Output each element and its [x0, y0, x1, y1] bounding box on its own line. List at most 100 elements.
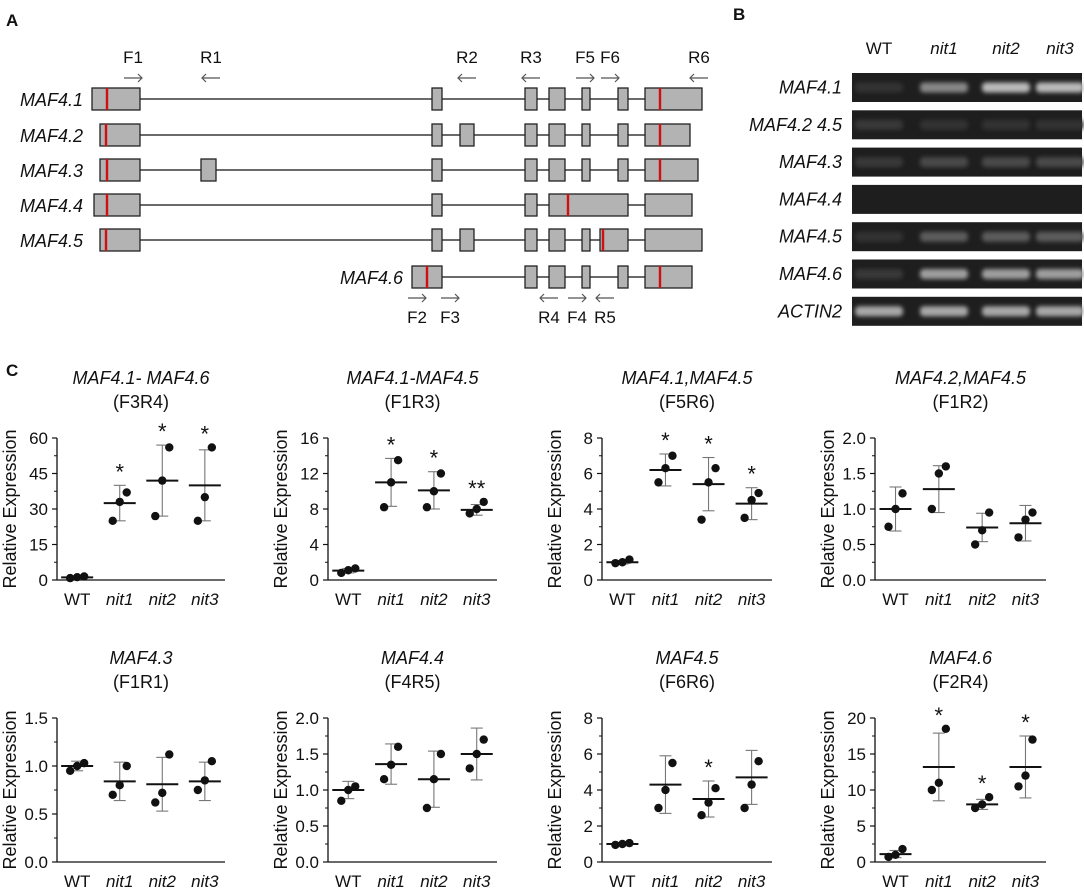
- transcript-maf4-6: MAF4.6: [340, 265, 693, 289]
- y-axis-label: Relative Expression: [545, 429, 565, 588]
- chart-subtitle: (F1R3): [384, 392, 440, 412]
- gel-gene-label: MAF4.4: [779, 189, 842, 209]
- gel-band: [1036, 231, 1084, 242]
- primer-label: F6: [600, 48, 620, 67]
- data-point: [422, 803, 432, 813]
- primer-f1: F1: [123, 48, 143, 83]
- gel-row: ACTIN2: [777, 296, 1084, 326]
- exon: [644, 123, 691, 147]
- gel-strip: [852, 184, 1082, 214]
- significance-mark: **: [468, 476, 486, 501]
- primer-r4: R4: [538, 293, 560, 327]
- transcript-maf4-4: MAF4.4: [20, 193, 693, 217]
- data-point: [344, 785, 353, 795]
- x-tick-label: nit1: [106, 872, 133, 891]
- exon: [99, 123, 141, 147]
- gel-gene-label: MAF4.2 4.5: [749, 115, 843, 135]
- gene-structure-diagram: MAF4.1 MAF4.2 MAF4.3 MAF4.4 MAF4.5 MAF4.6 F1 R1…: [20, 48, 710, 327]
- exon: [644, 158, 699, 182]
- data-point: [479, 735, 488, 744]
- data-point: [668, 451, 677, 460]
- gel-band: [920, 231, 968, 242]
- data-point: [1021, 771, 1030, 780]
- y-tick-label: 6: [584, 465, 593, 484]
- primer-arrow: [521, 73, 540, 83]
- x-tick-label: nit3: [463, 590, 491, 609]
- gel-band: [982, 157, 1030, 168]
- y-tick-label: 1.5: [842, 465, 866, 484]
- x-tick-label: WT: [882, 872, 908, 891]
- data-point: [465, 509, 474, 518]
- exon: [617, 87, 629, 111]
- gel-band: [855, 157, 903, 168]
- significance-mark: *: [704, 755, 713, 780]
- x-tick-label: nit3: [738, 872, 766, 891]
- chart-subtitle: (F1R1): [113, 672, 169, 692]
- data-point: [661, 463, 670, 473]
- data-point: [1028, 508, 1037, 517]
- gel-band: [920, 82, 968, 93]
- data-point: [393, 742, 403, 751]
- y-axis-label: Relative Expression: [818, 710, 838, 869]
- exon: [524, 265, 538, 289]
- y-tick-label: 30: [29, 500, 48, 519]
- data-point: [654, 803, 663, 813]
- y-axis-label: Relative Expression: [818, 429, 838, 588]
- data-point: [165, 443, 174, 452]
- significance-mark: *: [387, 432, 396, 457]
- exon: [644, 228, 703, 252]
- x-tick-label: WT: [882, 590, 908, 609]
- gel-band: [1036, 82, 1084, 93]
- y-tick-label: 2: [584, 536, 593, 555]
- primer-f4: F4: [567, 293, 587, 327]
- y-tick-label: 8: [584, 429, 593, 448]
- primer-label: R4: [538, 308, 560, 327]
- chart-title: MAF4.3: [109, 648, 172, 668]
- primer-arrow: [441, 293, 460, 303]
- data-point: [200, 492, 210, 502]
- data-point: [984, 508, 994, 517]
- exon: [548, 193, 629, 217]
- primer-label: R5: [594, 308, 616, 327]
- significance-mark: *: [661, 428, 670, 453]
- data-point: [891, 850, 900, 859]
- data-point: [108, 516, 117, 526]
- chart-8: MAF4.6 (F2R4) 0 5 10 15 20 Relative Expression W…: [818, 648, 1046, 891]
- data-point: [193, 516, 203, 526]
- data-point: [436, 469, 446, 478]
- exon: [548, 123, 566, 147]
- significance-mark: *: [115, 459, 124, 484]
- exon: [644, 87, 703, 111]
- data-point: [1028, 735, 1037, 744]
- y-tick-label: 0: [584, 853, 593, 872]
- gel-band: [920, 306, 968, 317]
- exon: [581, 265, 591, 289]
- data-point: [668, 758, 677, 768]
- exon: [524, 158, 538, 182]
- lane-label-nit2: nit2: [992, 39, 1020, 58]
- gel-band: [982, 231, 1030, 242]
- data-point: [711, 463, 720, 473]
- primer-label: F5: [575, 48, 595, 67]
- y-tick-label: 4: [584, 500, 593, 519]
- data-point: [704, 798, 713, 807]
- data-point: [337, 568, 346, 578]
- exon: [91, 87, 141, 111]
- chart-title: MAF4.5: [655, 648, 719, 668]
- primer-label: F1: [123, 48, 143, 67]
- exon: [99, 158, 141, 182]
- exon: [548, 228, 566, 252]
- data-point: [393, 455, 403, 465]
- panel-a-label: A: [6, 11, 18, 30]
- x-tick-label: nit3: [191, 590, 219, 609]
- data-point: [611, 558, 620, 568]
- significance-mark: *: [935, 703, 944, 728]
- gel-row: MAF4.4: [779, 184, 1082, 214]
- y-tick-label: 8: [584, 709, 593, 728]
- data-point: [1021, 515, 1030, 524]
- x-tick-label: nit2: [968, 590, 996, 609]
- gel-gene-label: ACTIN2: [777, 301, 842, 321]
- data-point: [697, 515, 706, 524]
- primer-arrow: [595, 293, 614, 303]
- y-tick-label: 0.5: [295, 817, 319, 836]
